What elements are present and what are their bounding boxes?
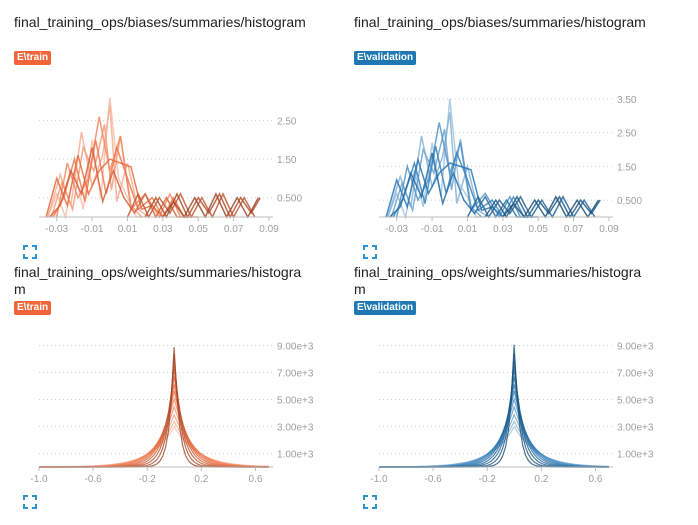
x-tick-label: -0.03 <box>45 224 68 235</box>
histogram-series-line <box>385 156 504 218</box>
card-title: final_training_ops/biases/summaries/hist… <box>354 14 646 30</box>
y-tick-label: 1.00e+3 <box>617 450 654 461</box>
x-tick-label: -0.2 <box>479 474 497 485</box>
histogram-plot: -0.03 -0.01 0.01 0.03 0.05 0.07 0.09 0.500 1.50 2… <box>379 95 642 235</box>
x-tick-label: 0.09 <box>599 224 619 235</box>
y-tick-label: 9.00e+3 <box>277 342 314 353</box>
histogram-series-line <box>389 152 528 219</box>
histogram-series-line <box>379 396 609 468</box>
fullscreen-icon[interactable] <box>22 244 38 260</box>
x-tick-label: 0.01 <box>118 224 138 235</box>
histogram-series-line <box>162 192 260 219</box>
y-tick-label: 3.50 <box>617 95 637 106</box>
histogram-plot: -1.0 -0.6 -0.2 0.2 0.6 1.00e+3 3.00e+3 5.00e+3 7… <box>370 342 654 486</box>
run-badge: E\train <box>14 301 52 315</box>
x-tick-label: 0.6 <box>249 474 263 485</box>
fullscreen-icon[interactable] <box>22 494 38 510</box>
x-tick-label: 0.6 <box>589 474 603 485</box>
histogram-plot: -0.03 -0.01 0.01 0.03 0.05 0.07 0.09 0.500 1.50 2… <box>39 97 302 235</box>
histogram-card-weights-train: final_training_ops/weights/summaries/his… <box>14 264 314 514</box>
x-tick-label: 0.01 <box>458 224 478 235</box>
x-tick-label: 0.03 <box>153 224 173 235</box>
x-tick-label: -0.03 <box>385 224 408 235</box>
run-badge: E\train <box>14 51 52 65</box>
y-tick-label: 7.00e+3 <box>617 369 654 380</box>
histogram-series-line <box>39 420 270 468</box>
x-tick-label: -0.01 <box>421 224 444 235</box>
fullscreen-icon[interactable] <box>362 244 378 260</box>
y-tick-label: 5.00e+3 <box>277 396 314 407</box>
x-tick-label: 0.07 <box>564 224 584 235</box>
histogram-card-weights-validation: final_training_ops/weights/summaries/his… <box>354 264 654 514</box>
x-tick-label: -0.6 <box>85 474 103 485</box>
y-tick-label: 3.00e+3 <box>617 423 654 434</box>
histogram-series-line <box>379 376 609 468</box>
histogram-series-line <box>49 147 188 219</box>
x-tick-label: 0.2 <box>534 474 548 485</box>
x-tick-label: -0.2 <box>139 474 157 485</box>
y-tick-label: 7.00e+3 <box>277 369 314 380</box>
card-title: final_training_ops/weights/summaries/his… <box>354 264 642 297</box>
x-tick-label: -1.0 <box>30 474 48 485</box>
histogram-series-line <box>39 396 269 468</box>
y-tick-label: 1.50 <box>277 155 297 166</box>
x-tick-label: 0.09 <box>259 224 279 235</box>
y-tick-label: 3.00e+3 <box>277 423 314 434</box>
y-tick-label: 9.00e+3 <box>617 342 654 353</box>
y-tick-label: 1.50 <box>617 162 637 173</box>
run-badge: E\validation <box>354 301 417 315</box>
histogram-plot: -1.0 -0.6 -0.2 0.2 0.6 1.00e+3 3.00e+3 5.00e+3 7… <box>30 342 314 486</box>
histogram-series-line <box>379 420 610 468</box>
x-tick-label: -1.0 <box>370 474 388 485</box>
histogram-series-line <box>502 195 600 219</box>
x-tick-label: 0.07 <box>224 224 244 235</box>
x-tick-label: 0.03 <box>493 224 513 235</box>
run-badge: E\validation <box>354 51 417 65</box>
x-tick-label: -0.01 <box>81 224 104 235</box>
card-title: final_training_ops/biases/summaries/hist… <box>14 14 306 30</box>
y-tick-label: 1.00e+3 <box>277 450 314 461</box>
histogram-series-line <box>39 376 269 468</box>
histogram-card-biases-validation: final_training_ops/biases/summaries/hist… <box>354 14 654 264</box>
x-tick-label: 0.05 <box>188 224 208 235</box>
histogram-card-biases-train: final_training_ops/biases/summaries/hist… <box>14 14 314 264</box>
y-tick-label: 0.500 <box>617 196 642 207</box>
x-tick-label: -0.6 <box>425 474 443 485</box>
y-tick-label: 5.00e+3 <box>617 396 654 407</box>
histogram-series-line <box>45 155 164 218</box>
x-tick-label: 0.05 <box>528 224 548 235</box>
fullscreen-icon[interactable] <box>362 494 378 510</box>
x-tick-label: 0.2 <box>194 474 208 485</box>
y-tick-label: 2.50 <box>277 117 297 128</box>
y-tick-label: 0.500 <box>277 194 302 205</box>
card-title: final_training_ops/weights/summaries/his… <box>14 264 302 297</box>
y-tick-label: 2.50 <box>617 129 637 140</box>
